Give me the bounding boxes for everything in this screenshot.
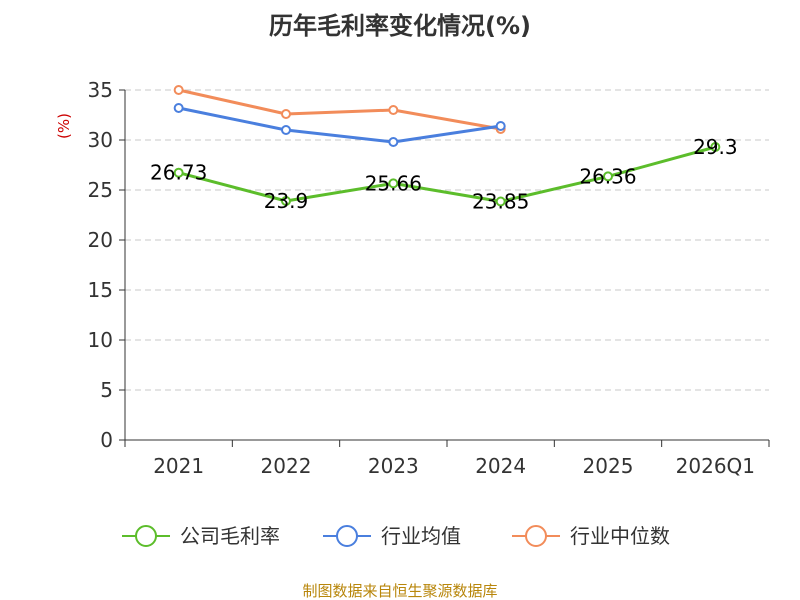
- legend-label: 行业均值: [381, 524, 461, 548]
- y-tick-label: 25: [88, 178, 113, 202]
- legend-marker-icon: [336, 525, 358, 547]
- y-tick-label: 30: [88, 128, 113, 152]
- data-labels: 26.73 23.9 25.66 23.85 26.36 29.3: [150, 135, 738, 214]
- data-point[interactable]: [281, 125, 291, 135]
- x-tick-label: 2024: [475, 454, 526, 478]
- data-point[interactable]: [281, 196, 291, 206]
- data-point[interactable]: [173, 167, 184, 178]
- grid-lines: [125, 89, 769, 391]
- data-point[interactable]: [388, 178, 399, 189]
- legend-item-0[interactable]: 公司毛利率: [122, 524, 280, 548]
- legend-label: 公司毛利率: [180, 524, 280, 548]
- legend-item-2[interactable]: 行业中位数: [512, 524, 670, 548]
- y-tick-label: 35: [88, 78, 113, 102]
- data-point[interactable]: [388, 105, 399, 115]
- legend-marker-icon: [525, 525, 547, 547]
- y-tick-label: 15: [88, 278, 113, 302]
- data-point[interactable]: [281, 109, 291, 119]
- plot-series: [173, 85, 721, 207]
- data-point[interactable]: [388, 137, 399, 147]
- x-tick-label: 2022: [261, 454, 312, 478]
- y-tick-label: 5: [100, 378, 113, 402]
- y-axis-label: (%): [55, 113, 73, 139]
- legend[interactable]: 公司毛利率 行业均值 行业中位数: [122, 524, 670, 548]
- legend-marker-icon: [135, 525, 157, 547]
- source-note: 制图数据来自恒生聚源数据库: [302, 582, 497, 600]
- series-line-1: [178, 106, 501, 144]
- legend-item-1[interactable]: 行业均值: [323, 524, 461, 548]
- data-label: 29.3: [693, 135, 738, 159]
- data-point[interactable]: [173, 85, 184, 95]
- data-point[interactable]: [495, 121, 506, 131]
- data-label: 23.9: [264, 189, 309, 213]
- series-line-0: [178, 145, 716, 203]
- x-tick-label: 2021: [153, 454, 204, 478]
- data-label: 23.85: [472, 190, 529, 214]
- x-tick-label: 2026Q1: [676, 454, 755, 478]
- y-tick-label: 10: [88, 328, 113, 352]
- y-tick-label: 0: [100, 428, 113, 452]
- data-point[interactable]: [173, 103, 184, 113]
- x-tick-label: 2025: [583, 454, 634, 478]
- data-label: 26.73: [150, 161, 207, 185]
- data-point[interactable]: [603, 171, 613, 182]
- data-point[interactable]: [495, 196, 506, 207]
- data-point[interactable]: [710, 142, 721, 152]
- legend-label: 行业中位数: [570, 524, 670, 548]
- chart-title: 历年毛利率变化情况(%): [269, 12, 531, 40]
- y-tick-label: 20: [88, 228, 113, 252]
- x-tick-label: 2023: [368, 454, 419, 478]
- data-label: 25.66: [365, 171, 422, 195]
- series-line-2: [178, 88, 501, 131]
- data-label: 26.36: [579, 164, 636, 188]
